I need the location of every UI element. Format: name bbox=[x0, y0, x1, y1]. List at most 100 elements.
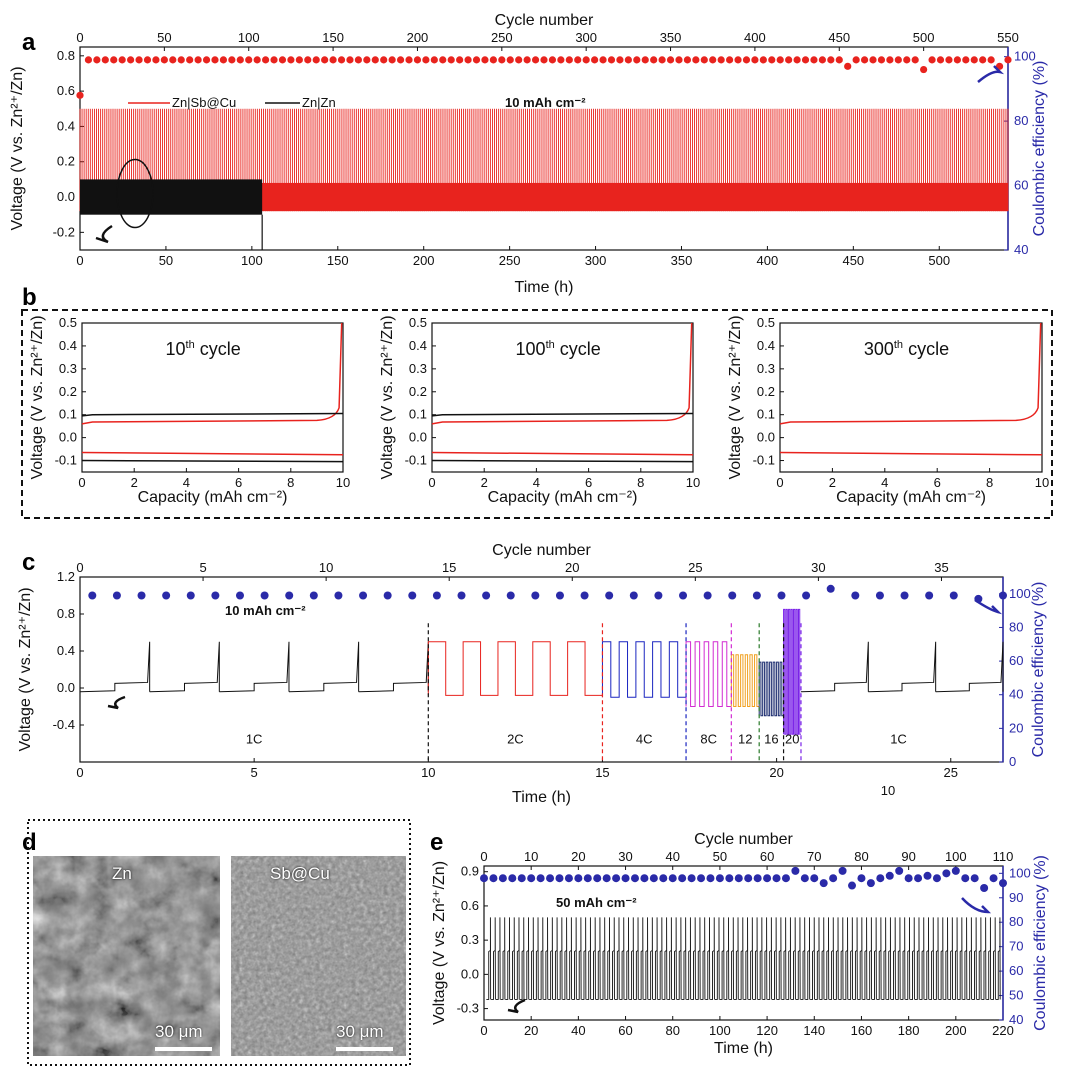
ce-point bbox=[602, 874, 611, 883]
ce-point bbox=[800, 874, 809, 883]
x-tick-label: 10 bbox=[336, 475, 350, 490]
ce-point bbox=[506, 56, 514, 64]
ce-point bbox=[914, 874, 923, 883]
y-tick-label: 0.3 bbox=[409, 361, 427, 376]
x2-tick-label: 60 bbox=[760, 849, 774, 864]
ce-point bbox=[752, 591, 761, 600]
rate-label: 20 bbox=[785, 732, 799, 747]
y-tick-label: 0.4 bbox=[57, 118, 75, 133]
plot-frame bbox=[431, 322, 694, 473]
ce-point bbox=[337, 56, 346, 64]
discharge-curve-zn-sbcu bbox=[81, 451, 344, 456]
ce-point bbox=[555, 874, 564, 883]
x2-tick-label: 20 bbox=[565, 560, 579, 575]
ce-point bbox=[228, 56, 236, 64]
ce-point bbox=[564, 874, 573, 883]
voltage-trace-4c bbox=[601, 641, 687, 698]
ce-point bbox=[801, 56, 810, 64]
x-tick-label: 20 bbox=[524, 1023, 538, 1038]
y-tick-label: -0.2 bbox=[53, 224, 75, 239]
ce-point bbox=[334, 591, 343, 600]
y-tick-label: -0.1 bbox=[55, 453, 77, 468]
x-tick-label: 4 bbox=[533, 475, 540, 490]
ce-point bbox=[88, 591, 97, 600]
ce-point bbox=[903, 56, 911, 64]
x-tick-label: 140 bbox=[803, 1023, 825, 1038]
ce-point bbox=[826, 584, 835, 593]
ce-point bbox=[829, 874, 838, 883]
ce-point bbox=[951, 866, 960, 875]
ce-point bbox=[160, 56, 168, 64]
ce-point bbox=[866, 879, 875, 888]
x2-tick-label: 25 bbox=[688, 560, 702, 575]
x-tick-label: 2 bbox=[481, 475, 488, 490]
x-tick-label: 2 bbox=[131, 475, 138, 490]
sem-label-zn: Zn bbox=[112, 864, 132, 883]
y-tick-label: 0.4 bbox=[57, 643, 75, 658]
ce-point bbox=[536, 874, 545, 883]
ce-point bbox=[186, 56, 194, 64]
ce-point bbox=[565, 56, 573, 64]
y-tick-label: 0.2 bbox=[57, 154, 75, 169]
rate-label: 8C bbox=[700, 732, 717, 747]
ce-point bbox=[961, 874, 970, 883]
legend-label-zn-zn: Zn|Zn bbox=[302, 95, 336, 110]
ce-point bbox=[895, 866, 904, 875]
x2-tick-label: 5 bbox=[199, 560, 206, 575]
voltage-trace-8c bbox=[685, 641, 732, 707]
y-tick-label: 0.4 bbox=[59, 338, 77, 353]
ce-point bbox=[278, 56, 287, 64]
ce-point bbox=[612, 874, 621, 883]
rate-label: 1C bbox=[890, 732, 907, 747]
ce-point bbox=[557, 56, 565, 64]
ce-point bbox=[857, 874, 866, 883]
ce-point bbox=[785, 56, 793, 64]
y2-axis-title: Coulombic efficiency (%) bbox=[1032, 855, 1049, 1031]
x2-tick-label: 70 bbox=[807, 849, 821, 864]
ce-point bbox=[970, 874, 979, 883]
ce-point bbox=[110, 56, 118, 64]
y2-axis-title: Coulombic efficiency (%) bbox=[1030, 582, 1047, 758]
x-tick-label: 100 bbox=[241, 253, 263, 268]
ce-point bbox=[633, 56, 641, 64]
panel-b2-chart: 0 2 4 6 8 10 -0.1 0.0 0.1 0.2 0.3 0.4 0.5 Capacity (m… bbox=[379, 315, 700, 506]
series-coulombic-efficiency bbox=[76, 56, 1012, 99]
ce-point bbox=[593, 874, 602, 883]
x-tick-label: 6 bbox=[235, 475, 242, 490]
ce-point bbox=[717, 56, 725, 64]
panel-b3-chart: 0 2 4 6 8 10 -0.1 0.0 0.1 0.2 0.3 0.4 0.5 Capacity (m… bbox=[727, 315, 1049, 506]
ce-point bbox=[876, 874, 885, 883]
ce-point bbox=[970, 56, 978, 64]
y-tick-label: 0.6 bbox=[461, 898, 479, 913]
ce-point bbox=[844, 62, 852, 70]
charge-curve-zn-sbcu bbox=[431, 322, 693, 425]
ce-point bbox=[430, 56, 438, 64]
x-tick-label: 500 bbox=[928, 253, 950, 268]
y-tick-label: 0.1 bbox=[757, 407, 775, 422]
y-tick-label: 0.0 bbox=[57, 189, 75, 204]
ce-point bbox=[679, 591, 688, 600]
ce-point bbox=[506, 591, 515, 600]
y2-tick-label: 60 bbox=[1009, 653, 1023, 668]
y-tick-label: 0.2 bbox=[409, 384, 427, 399]
ce-point bbox=[439, 56, 447, 64]
ce-point bbox=[776, 56, 784, 64]
x-tick-label: 10 bbox=[421, 765, 435, 780]
ce-point bbox=[818, 56, 827, 64]
ce-point bbox=[768, 56, 776, 64]
ce-point bbox=[457, 591, 466, 600]
ce-point bbox=[135, 56, 143, 64]
ce-point bbox=[726, 56, 734, 64]
x-tick-label: 15 bbox=[595, 765, 609, 780]
y-tick-label: 0.3 bbox=[461, 932, 479, 947]
x-tick-label: 400 bbox=[757, 253, 779, 268]
ce-point bbox=[949, 591, 958, 600]
ce-point bbox=[869, 56, 877, 64]
ce-point bbox=[304, 56, 312, 64]
x2-tick-label: 500 bbox=[913, 30, 935, 45]
plot-frame bbox=[81, 322, 344, 473]
ce-point bbox=[819, 879, 828, 888]
ce-point bbox=[383, 591, 392, 600]
y-tick-label: -0.4 bbox=[53, 717, 75, 732]
x2-tick-label: 15 bbox=[442, 560, 456, 575]
